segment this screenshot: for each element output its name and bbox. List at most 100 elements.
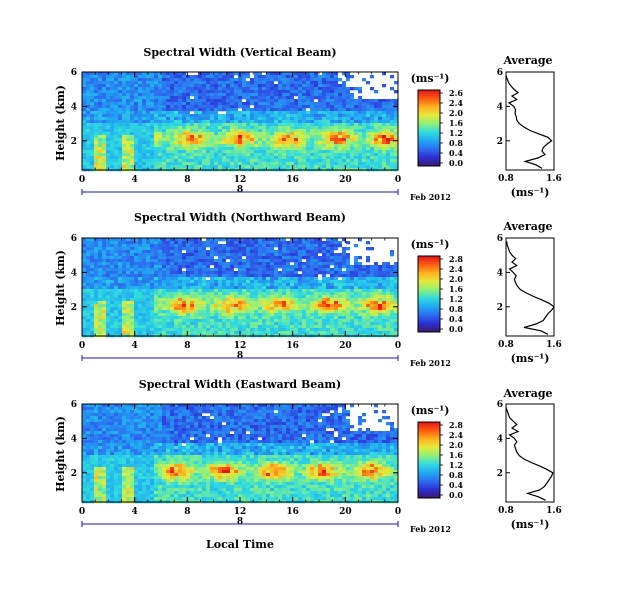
heatmap-cell: [134, 238, 138, 242]
heatmap-cell: [122, 78, 126, 82]
heatmap-cell: [198, 84, 202, 88]
heatmap-cell: [90, 114, 94, 118]
heatmap-cell: [82, 102, 86, 106]
heatmap-cell: [150, 105, 154, 109]
heatmap-cell: [106, 259, 110, 263]
heatmap-cell: [82, 111, 86, 115]
heatmap-cell: [302, 316, 306, 320]
heatmap-cell: [286, 319, 290, 323]
heatmap-cell: [250, 111, 254, 115]
heatmap-cell: [206, 138, 210, 142]
heatmap-cell: [138, 244, 142, 248]
heatmap-cell: [142, 141, 146, 145]
heatmap-cell: [330, 301, 334, 305]
heatmap-cell: [130, 268, 134, 272]
heatmap-cell: [94, 301, 98, 305]
heatmap-cell: [382, 295, 386, 299]
colorbar-swatch: [418, 126, 440, 129]
heatmap-cell: [366, 301, 370, 305]
heatmap-cell: [266, 289, 270, 293]
heatmap-cell: [90, 286, 94, 290]
heatmap-cell: [82, 153, 86, 157]
heatmap-cell: [106, 126, 110, 130]
heatmap-cell: [250, 87, 254, 91]
heatmap-cell: [94, 75, 98, 79]
heatmap-cell: [166, 307, 170, 311]
heatmap-cell: [314, 87, 318, 91]
heatmap-cell: [190, 250, 194, 254]
heatmap-cell: [142, 274, 146, 278]
heatmap-cell: [302, 277, 306, 281]
heatmap-cell: [270, 277, 274, 281]
heatmap-cell: [114, 138, 118, 142]
heatmap-cell: [82, 96, 86, 100]
heatmap-cell: [274, 108, 278, 112]
heatmap-cell: [110, 313, 114, 317]
heatmap-cell: [346, 132, 350, 136]
heatmap-cell: [358, 283, 362, 287]
heatmap-cell: [338, 147, 342, 151]
heatmap-cell: [126, 90, 130, 94]
heatmap-cell: [314, 262, 318, 266]
heatmap-cell: [146, 325, 150, 329]
heatmap-cell: [146, 141, 150, 145]
heatmap-cell: [266, 72, 270, 76]
heatmap-cell: [158, 265, 162, 269]
heatmap-cell: [226, 310, 230, 314]
heatmap-cell: [350, 132, 354, 136]
heatmap-cell: [310, 141, 314, 145]
heatmap-cell: [150, 99, 154, 103]
heatmap-cell: [390, 325, 394, 329]
heatmap-cell: [326, 144, 330, 148]
heatmap-cell: [274, 105, 278, 109]
heatmap-cell: [262, 144, 266, 148]
heatmap-cell: [198, 138, 202, 142]
heatmap-cell: [226, 286, 230, 290]
heatmap-cell: [130, 141, 134, 145]
heatmap-cell: [282, 129, 286, 133]
heatmap-cell: [334, 298, 338, 302]
heatmap-cell: [342, 120, 346, 124]
heatmap-cell: [230, 78, 234, 82]
heatmap-cell: [386, 310, 390, 314]
heatmap-cell: [306, 274, 310, 278]
heatmap-cell: [102, 141, 106, 145]
heatmap-cell: [394, 280, 398, 284]
heatmap-cell: [218, 147, 222, 151]
heatmap-cell: [306, 90, 310, 94]
heatmap-cell: [142, 298, 146, 302]
heatmap-cell: [250, 126, 254, 130]
heatmap-cell: [302, 78, 306, 82]
heatmap-cell: [150, 72, 154, 76]
heatmap-cell: [162, 165, 166, 169]
heatmap-cell: [98, 301, 102, 305]
heatmap-cell: [82, 238, 86, 242]
heatmap-cell: [186, 295, 190, 299]
heatmap-cell: [206, 292, 210, 296]
heatmap-cell: [98, 280, 102, 284]
heatmap-cell: [302, 147, 306, 151]
heatmap-cell: [270, 132, 274, 136]
heatmap-cell: [226, 319, 230, 323]
heatmap-cell: [214, 117, 218, 121]
heatmap-cell: [90, 307, 94, 311]
heatmap-cell: [126, 301, 130, 305]
heatmap-cell: [234, 244, 238, 248]
heatmap-cell: [138, 117, 142, 121]
heatmap-cell: [86, 277, 90, 281]
heatmap-cell: [306, 99, 310, 103]
heatmap-cell: [346, 277, 350, 281]
heatmap-cell: [310, 319, 314, 323]
heatmap-cell: [90, 102, 94, 106]
heatmap-cell: [270, 129, 274, 133]
heatmap-cell: [342, 262, 346, 266]
heatmap-cell: [382, 99, 386, 103]
heatmap-cell: [230, 283, 234, 287]
heatmap-cell: [350, 295, 354, 299]
heatmap-cell: [278, 301, 282, 305]
heatmap-cell: [234, 165, 238, 169]
heatmap-cell: [306, 117, 310, 121]
heatmap-cell: [214, 250, 218, 254]
heatmap-cell: [190, 93, 194, 97]
heatmap-cell: [182, 241, 186, 245]
